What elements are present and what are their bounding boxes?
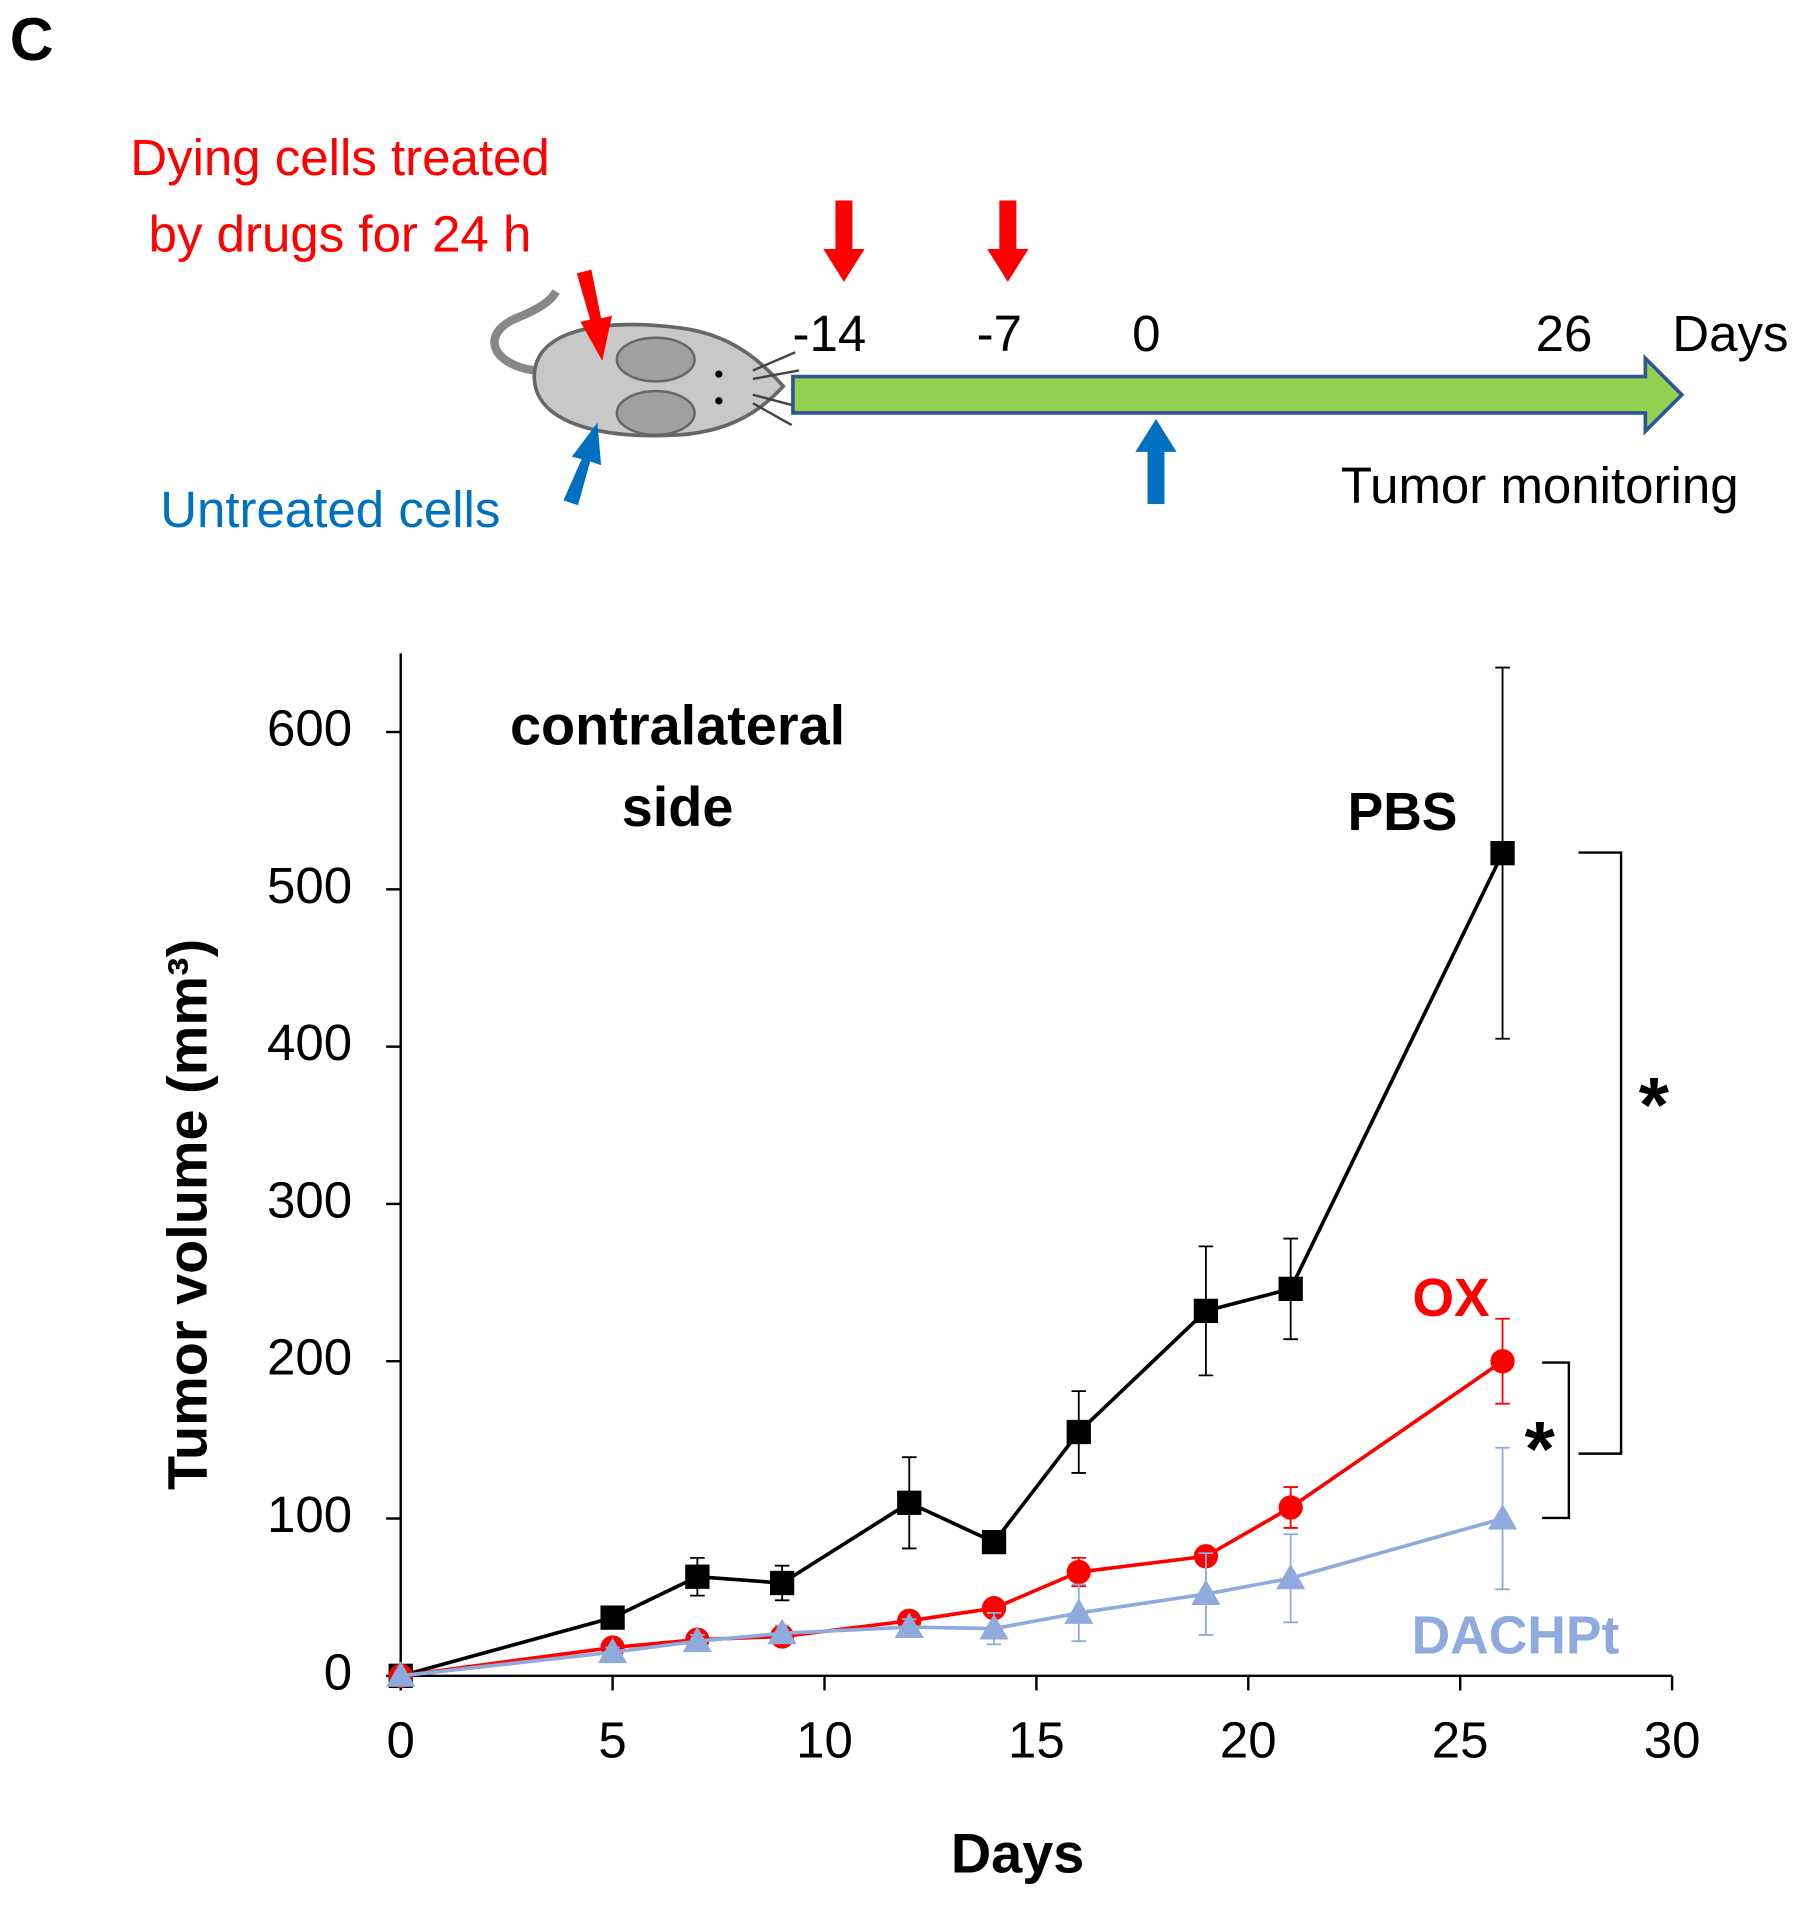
marker [685,1564,710,1589]
y-tick-label: 400 [267,1014,352,1071]
significance-bracket [1578,851,1623,1455]
mouse-eye [715,397,723,405]
blue-arrow [563,422,602,506]
blue-arrow [1135,419,1177,505]
y-tick-label: 200 [267,1329,352,1386]
marker [386,1661,416,1687]
x-axis-label: Days [951,1822,1085,1885]
mouse-ear [615,336,696,383]
marker [981,1529,1007,1555]
marker [1066,1559,1091,1585]
marker [600,1605,625,1630]
annotation: contralateral [510,694,845,757]
marker [1191,1579,1221,1605]
marker [1278,1276,1303,1302]
series-line [400,852,1505,1678]
marker [1487,1503,1518,1530]
schematic: Dying cells treated by drugs for 24 h Un… [130,129,1788,538]
treated-text: by drugs for 24 h [149,206,532,263]
series-line [400,1516,1504,1678]
treated-text: Dying cells treated [130,129,550,186]
y-tick-label: 600 [267,700,352,757]
marker [1276,1563,1306,1590]
y-tick-label: 0 [324,1643,352,1700]
annotation: side [622,775,734,838]
x-tick-label: 20 [1220,1711,1277,1768]
marker [894,1612,924,1638]
timeline-arrow [791,353,1685,436]
x-tick-label: 5 [598,1711,626,1768]
y-tick-label: 500 [267,857,352,914]
y-tick-label: 300 [267,1171,352,1228]
red-arrow [576,269,612,361]
red-arrow [987,200,1029,282]
mouse-tail [490,289,560,375]
timeline-label: 26 [1536,305,1593,362]
marker [981,1596,1007,1621]
marker [1278,1495,1303,1520]
x-tick-label: 0 [387,1711,415,1768]
series-label: OX [1412,1269,1490,1328]
timeline-label: -7 [977,305,1022,362]
marker [1064,1598,1094,1624]
timeline-unit: Days [1672,305,1788,362]
timeline-label: -14 [792,305,866,362]
series-line [400,1359,1504,1678]
timeline-label: 0 [1132,305,1160,362]
mouse-whiskers [752,351,800,427]
timeline-caption: Tumor monitoring [1341,457,1739,514]
marker [767,1618,797,1645]
y-tick-label: 100 [267,1486,352,1543]
marker [979,1614,1009,1640]
x-tick-label: 15 [1008,1711,1065,1768]
marker [1066,1419,1091,1445]
marker [1193,1298,1219,1324]
significance-star: * [1639,1063,1670,1149]
series-label: DACHPt [1412,1607,1620,1666]
significance-bracket [1542,1361,1571,1520]
x-tick-label: 25 [1432,1711,1489,1768]
marker [897,1490,922,1515]
panel-label: C [10,5,54,73]
y-axis-label: Tumor volume (mm³) [156,939,219,1490]
mouse-ear [615,389,696,437]
marker [769,1570,795,1596]
marker [1490,841,1515,866]
untreated-text: Untreated cells [160,481,500,538]
marker [682,1626,712,1653]
x-tick-label: 10 [796,1711,853,1768]
marker [1490,1349,1515,1374]
mouse-eye [715,370,723,378]
series-label: PBS [1348,783,1458,842]
marker [598,1637,628,1664]
red-arrow [823,200,865,282]
x-tick-label: 30 [1644,1711,1701,1768]
significance-star: * [1525,1406,1556,1492]
